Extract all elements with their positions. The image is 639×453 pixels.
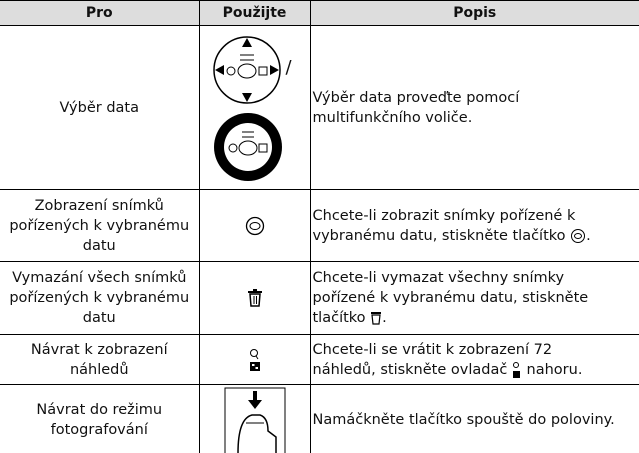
cell: Zobrazení snímků pořízených k vybranému … (0, 189, 200, 262)
multi-selector-icon (212, 35, 281, 104)
header-row: Pro Použijte Popis (0, 0, 639, 26)
text: Výběr data proveďte pomocí multifunkčníh… (312, 89, 520, 126)
separator: / (285, 56, 292, 78)
cell: Výběr data proveďte pomocí multifunkčníh… (309, 25, 639, 190)
row: Vymazání všech snímků pořízených k vybra… (0, 261, 639, 335)
cell (198, 189, 311, 262)
cell (198, 384, 311, 453)
row: Návrat k zobrazení náhledů Chcete-li se … (0, 334, 639, 385)
row: Návrat do režimu fotografování Namáčknět… (0, 384, 639, 453)
cell: Chcete-li vymazat všechny snímky pořízen… (309, 261, 639, 335)
cell (198, 334, 311, 385)
header-cell: Použijte (198, 0, 311, 26)
row: Zobrazení snímků pořízených k vybranému … (0, 189, 639, 262)
text: nahoru. (526, 361, 583, 378)
cell: / (198, 25, 311, 190)
cell: Namáčkněte tlačítko spouště do poloviny. (309, 384, 639, 453)
trash-icon (371, 312, 382, 325)
thumbnail-icon (249, 348, 260, 371)
trash-icon (247, 289, 262, 307)
text: Chcete-li vymazat všechny snímky pořízen… (312, 270, 589, 326)
text: . (586, 227, 591, 244)
cell: Návrat do režimu fotografování (0, 384, 200, 453)
cell: Návrat k zobrazení náhledů (0, 334, 200, 385)
ok-icon (571, 228, 586, 243)
text: Namáčkněte tlačítko spouště do poloviny. (312, 411, 615, 428)
command-dial-icon (213, 112, 282, 181)
text: . (382, 310, 387, 326)
text: Chcete-li zobrazit snímky pořízené k vyb… (312, 207, 576, 244)
cell: Výběr data (0, 25, 200, 190)
cell: Vymazání všech snímků pořízených k vybra… (0, 261, 200, 335)
row: Výběr data / Výběr data proveďte pomocí … (0, 25, 639, 190)
cell (198, 261, 311, 335)
thumbnail-icon (512, 361, 520, 378)
header-cell: Pro (0, 0, 200, 26)
ok-icon (245, 216, 264, 235)
cell: Chcete-li se vrátit k zobrazení 72 náhle… (309, 334, 639, 385)
cell: Chcete-li zobrazit snímky pořízené k vyb… (309, 189, 639, 262)
header-cell: Popis (309, 0, 639, 26)
shutter-icon (224, 387, 285, 453)
text: Chcete-li se vrátit k zobrazení 72 náhle… (312, 341, 553, 378)
